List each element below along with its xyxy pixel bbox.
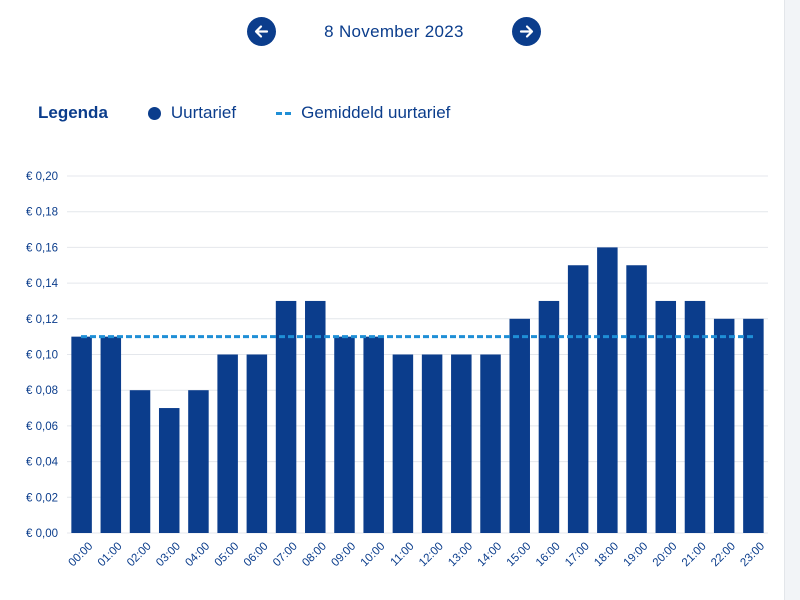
- x-tick-label: 02:00: [125, 540, 154, 569]
- x-tick-label: 07:00: [271, 540, 300, 569]
- bar[interactable]: [567, 265, 589, 533]
- x-tick-label: 21:00: [680, 540, 709, 569]
- legend-label: Gemiddeld uurtarief: [301, 103, 451, 122]
- y-tick-label: € 0,18: [26, 207, 58, 219]
- bar[interactable]: [597, 247, 618, 533]
- bar[interactable]: [305, 300, 326, 533]
- bar[interactable]: [71, 336, 92, 533]
- bar[interactable]: [713, 318, 735, 533]
- bar[interactable]: [246, 354, 268, 534]
- y-tick-label: € 0,00: [26, 528, 58, 540]
- x-tick-label: 18:00: [592, 540, 621, 569]
- x-tick-label: 16:00: [534, 540, 563, 569]
- legend-label: Uurtarief: [170, 103, 237, 122]
- x-tick-label: 05:00: [213, 540, 242, 569]
- date-navigation: 8 November 2023: [0, 16, 786, 48]
- x-tick-label: 15:00: [505, 540, 534, 569]
- bar[interactable]: [743, 318, 764, 533]
- bar[interactable]: [480, 354, 501, 534]
- x-tick-label: 22:00: [709, 540, 738, 569]
- x-tick-label: 01:00: [96, 540, 125, 569]
- bar[interactable]: [334, 336, 355, 533]
- current-date: 8 November 2023: [324, 22, 464, 41]
- x-tick-label: 20:00: [651, 540, 680, 569]
- arrow-right-icon: [519, 25, 534, 38]
- x-tick-label: 17:00: [563, 540, 592, 569]
- y-tick-label: € 0,14: [26, 278, 59, 290]
- legend-item-uurtarief[interactable]: Uurtarief: [147, 103, 237, 123]
- next-day-button[interactable]: [512, 17, 541, 46]
- y-tick-label: € 0,10: [26, 350, 58, 362]
- y-tick-label: € 0,16: [26, 242, 58, 254]
- legend-title: Legenda: [38, 103, 108, 122]
- bar[interactable]: [100, 336, 122, 533]
- x-tick-label: 23:00: [738, 540, 767, 569]
- arrow-left-icon: [254, 25, 269, 38]
- dot-icon: [147, 106, 161, 120]
- y-tick-label: € 0,12: [26, 314, 58, 326]
- x-tick-label: 03:00: [154, 540, 183, 569]
- x-tick-label: 14:00: [475, 540, 504, 569]
- bar[interactable]: [217, 354, 238, 534]
- y-tick-label: € 0,20: [26, 171, 58, 183]
- bar[interactable]: [275, 300, 297, 533]
- x-tick-label: 12:00: [417, 540, 446, 569]
- bar[interactable]: [188, 390, 209, 533]
- x-tick-label: 08:00: [300, 540, 329, 569]
- y-tick-label: € 0,06: [26, 421, 58, 433]
- bar[interactable]: [626, 265, 647, 533]
- previous-day-button[interactable]: [247, 17, 276, 46]
- bar[interactable]: [684, 300, 706, 533]
- x-tick-label: 09:00: [329, 540, 358, 569]
- bar[interactable]: [363, 336, 384, 533]
- bar[interactable]: [509, 318, 530, 533]
- y-tick-label: € 0,02: [26, 492, 58, 504]
- x-tick-label: 10:00: [359, 540, 388, 569]
- dashed-line-icon: [276, 111, 292, 115]
- scrollbar-track[interactable]: [784, 0, 800, 600]
- x-tick-label: 13:00: [446, 540, 475, 569]
- bar[interactable]: [421, 354, 443, 534]
- legend-item-gemiddeld[interactable]: Gemiddeld uurtarief: [276, 103, 450, 123]
- x-tick-label: 19:00: [622, 540, 651, 569]
- y-tick-label: € 0,04: [26, 457, 59, 469]
- x-tick-label: 00:00: [67, 540, 96, 569]
- x-tick-label: 04:00: [183, 540, 212, 569]
- x-tick-label: 11:00: [388, 540, 416, 568]
- chart-legend: Legenda Uurtarief Gemiddeld uurtarief: [38, 102, 450, 124]
- y-tick-label: € 0,08: [26, 385, 58, 397]
- bar[interactable]: [392, 354, 414, 534]
- bar[interactable]: [538, 300, 560, 533]
- bar[interactable]: [451, 354, 472, 534]
- bar[interactable]: [129, 390, 151, 533]
- x-tick-label: 06:00: [242, 540, 271, 569]
- bar[interactable]: [655, 300, 677, 533]
- bar[interactable]: [158, 408, 180, 533]
